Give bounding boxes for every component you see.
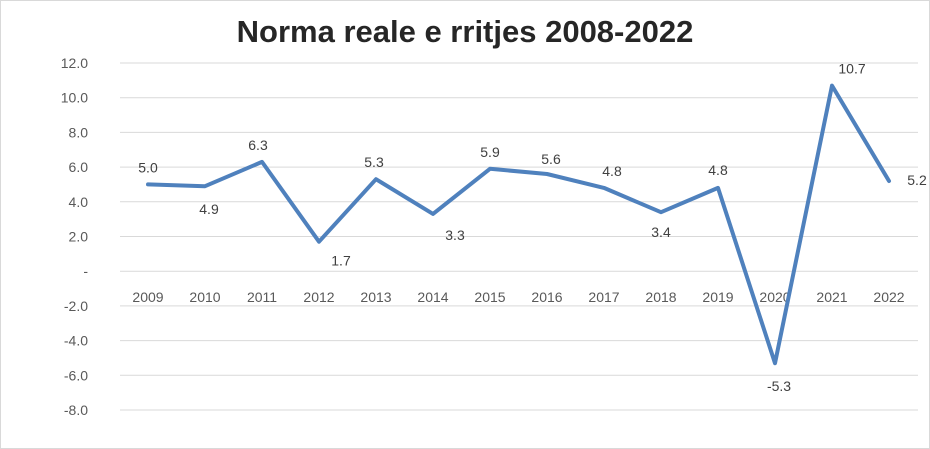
y-tick-label: 2.0 [69,229,89,245]
x-tick-label: 2011 [247,289,277,305]
data-label: 3.3 [445,227,465,243]
chart-title: Norma reale e rritjes 2008-2022 [236,14,694,49]
data-label: 5.3 [364,154,384,170]
x-tick-label: 2012 [303,289,334,305]
x-tick-label: 2021 [816,289,847,305]
x-tick-label: 2014 [417,289,448,305]
gridlines [120,62,918,411]
data-label: 10.7 [838,61,865,77]
x-tick-label: 2015 [474,289,505,305]
x-tick-label: 2016 [531,289,562,305]
y-tick-label: 8.0 [69,124,89,140]
data-labels: 5.0 4.9 6.3 1.7 5.3 3.3 5.9 5.6 4.8 3.4 4.8 -5.3 10.… [138,61,927,395]
x-axis-labels: 2009 2010 2011 2012 2013 2014 2015 2016 2017 2018… [132,289,904,305]
x-tick-label: 2020 [759,289,790,305]
y-axis-labels: 12.0 10.0 8.0 6.0 4.0 2.0 - -2.0 -4.0 -6.0 -8.0 [61,55,89,418]
y-tick-label: 10.0 [61,90,88,106]
x-tick-label: 2018 [645,289,676,305]
series-line [146,83,891,366]
x-tick-label: 2019 [702,289,733,305]
data-label: 4.9 [199,201,219,217]
data-label: 1.7 [331,253,351,269]
data-label: 5.6 [541,151,561,167]
data-label: 4.8 [602,163,622,179]
y-tick-label: 12.0 [61,55,88,71]
y-tick-label: - [83,263,88,279]
y-tick-label: -8.0 [64,402,88,418]
y-tick-label: -2.0 [64,298,88,314]
y-tick-label: -4.0 [64,333,88,349]
x-tick-label: 2010 [189,289,220,305]
x-tick-label: 2022 [873,289,904,305]
data-label: 5.2 [907,172,927,188]
y-tick-label: -6.0 [64,367,88,383]
x-tick-label: 2017 [588,289,619,305]
data-label: 6.3 [248,137,268,153]
data-label: 3.4 [651,224,671,240]
data-label: -5.3 [767,378,791,394]
data-label: 5.0 [138,159,158,175]
x-tick-label: 2013 [360,289,391,305]
y-tick-label: 4.0 [69,194,89,210]
data-label: 5.9 [480,144,500,160]
data-label: 4.8 [708,162,728,178]
x-tick-label: 2009 [132,289,163,305]
y-tick-label: 6.0 [69,159,89,175]
